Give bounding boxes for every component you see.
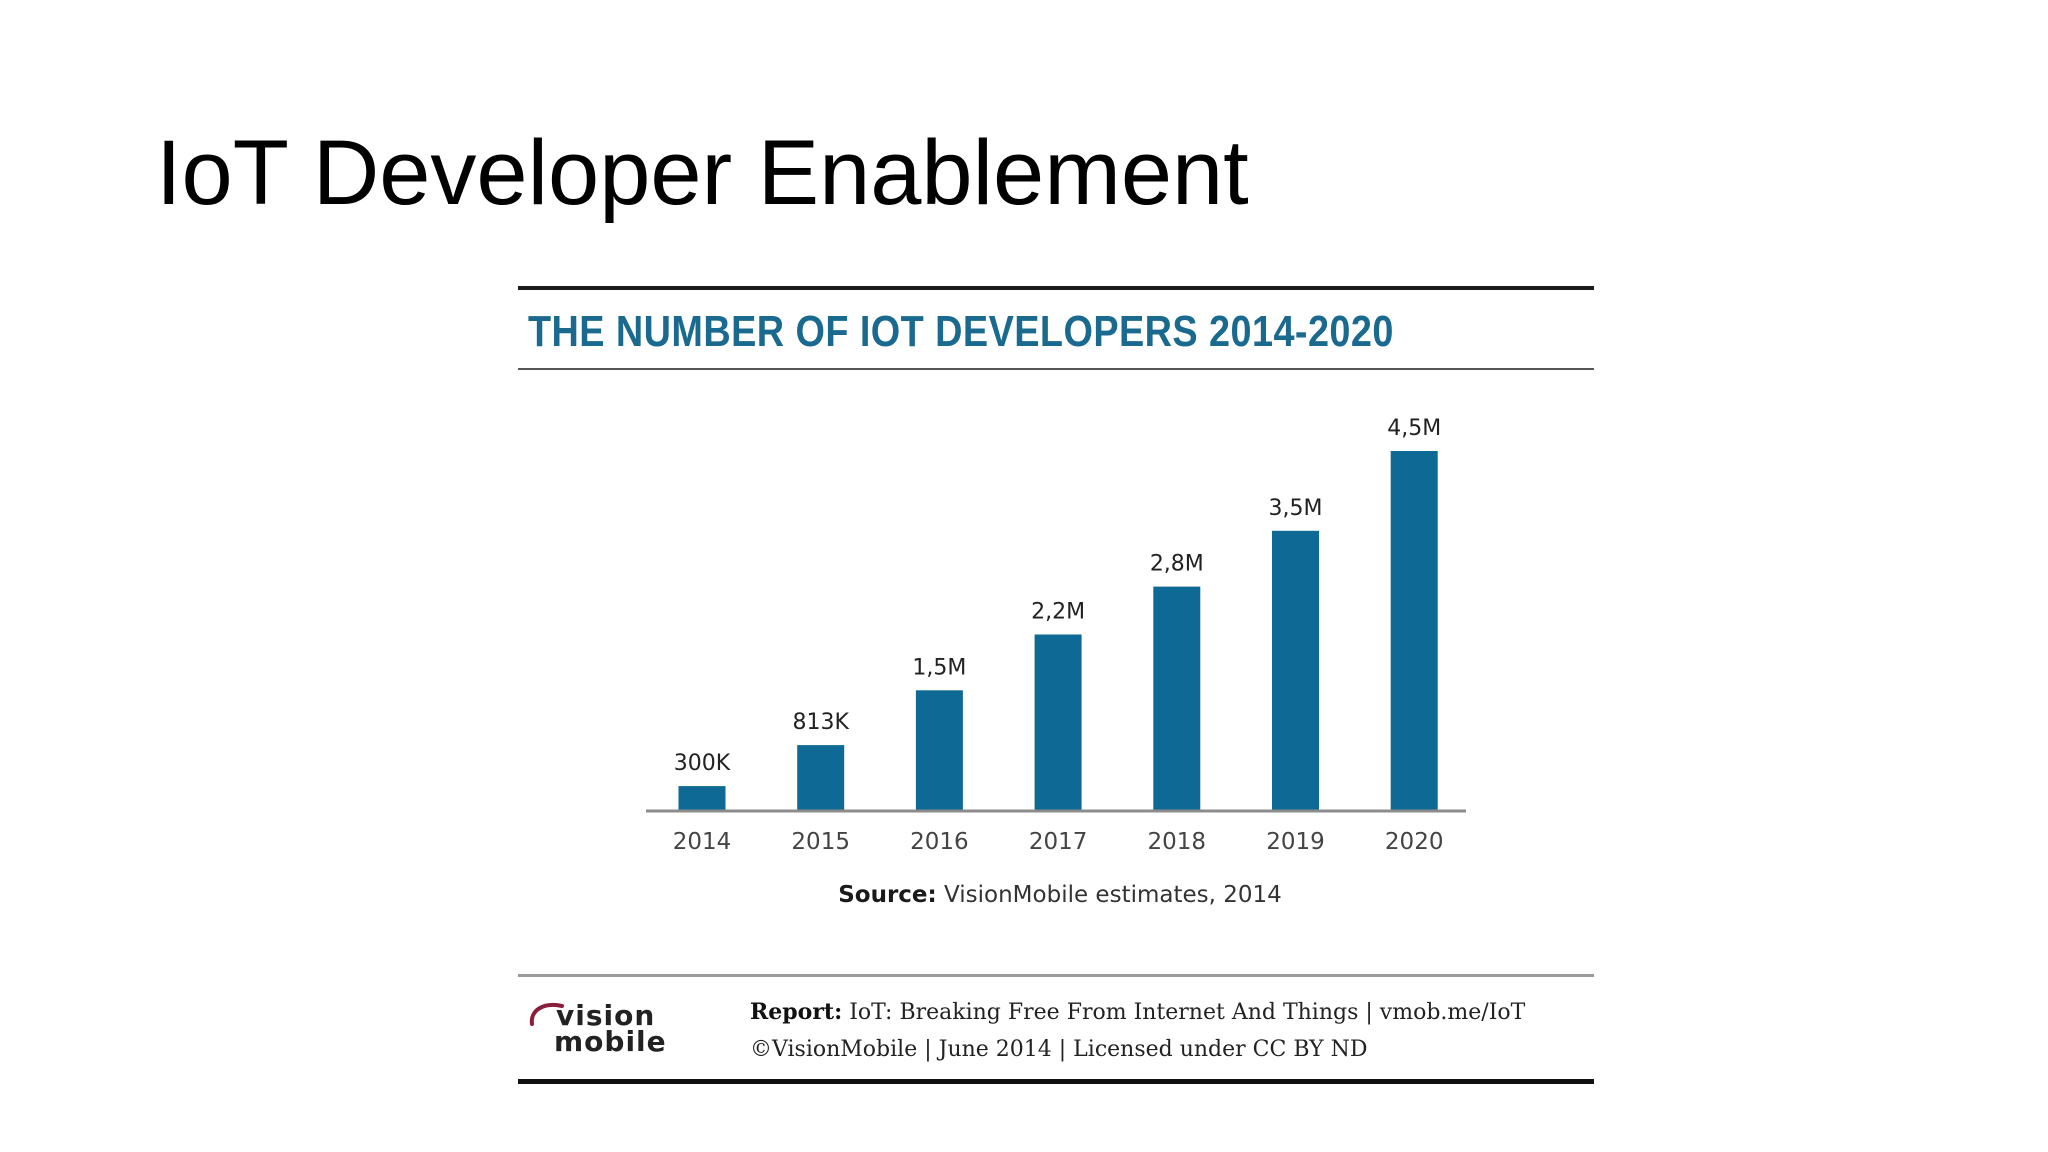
bar-2019 — [1272, 530, 1319, 810]
visionmobile-logo: vision mobile — [526, 998, 696, 1060]
logo-word-vision: vision — [556, 999, 656, 1032]
infographic: THE NUMBER OF IOT DEVELOPERS 2014-2020 3… — [518, 286, 1594, 1086]
data-label-2018: 2,8M — [1150, 552, 1204, 577]
source-text: VisionMobile estimates, 2014 — [944, 882, 1282, 908]
bar-2014 — [678, 786, 726, 810]
bar-chart: 300K 2014 813K 2015 1,5M 2016 2,2M 2017 2,8M 2018… — [646, 416, 1466, 855]
title-rule — [518, 368, 1594, 370]
copyright-line: ©VisionMobile | June 2014 | Licensed und… — [750, 1037, 1368, 1062]
report-label: Report: — [750, 999, 843, 1025]
data-label-2017: 2,2M — [1031, 600, 1085, 625]
x-tick-label-2020: 2020 — [1385, 829, 1444, 855]
footer-rule — [518, 974, 1594, 977]
data-label-2019: 3,5M — [1269, 496, 1323, 521]
x-tick-label-2017: 2017 — [1029, 829, 1088, 855]
slide-title: IoT Developer Enablement — [156, 122, 1249, 224]
bar-2016 — [915, 690, 963, 810]
x-tick-label-2015: 2015 — [791, 829, 850, 855]
source-note: Source: VisionMobile estimates, 2014 — [518, 882, 1602, 908]
report-line: Report: IoT: Breaking Free From Internet… — [750, 994, 1525, 1031]
x-tick-label-2019: 2019 — [1266, 829, 1325, 855]
data-label-2020: 4,5M — [1387, 416, 1441, 441]
logo-swoosh-icon — [529, 1003, 564, 1026]
bar-2015 — [797, 745, 845, 810]
x-tick-label-2018: 2018 — [1148, 829, 1207, 855]
logo-word-mobile: mobile — [554, 1025, 667, 1058]
data-label-2016: 1,5M — [912, 655, 966, 680]
footer-credits: Report: IoT: Breaking Free From Internet… — [750, 994, 1525, 1068]
bar-2017 — [1034, 634, 1082, 810]
source-label: Source: — [838, 882, 937, 908]
top-rule — [518, 286, 1594, 290]
chart-title: THE NUMBER OF IOT DEVELOPERS 2014-2020 — [528, 307, 1394, 356]
bar-2018 — [1153, 586, 1201, 810]
report-text: IoT: Breaking Free From Internet And Thi… — [849, 1000, 1526, 1025]
x-tick-label-2016: 2016 — [910, 829, 969, 855]
x-tick-label-2014: 2014 — [673, 829, 732, 855]
data-label-2015: 813K — [792, 710, 849, 735]
data-label-2014: 300K — [674, 751, 731, 776]
bar-2020 — [1390, 451, 1438, 810]
bottom-rule — [518, 1079, 1594, 1084]
